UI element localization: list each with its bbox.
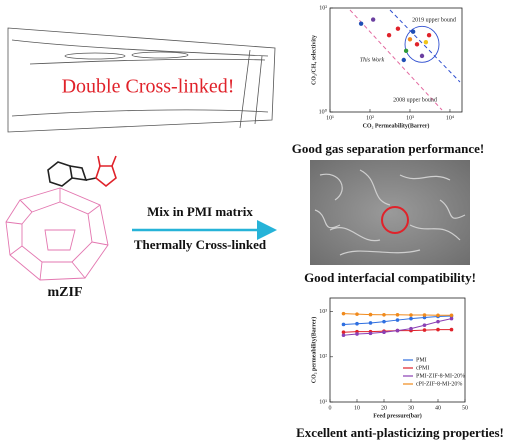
plot-frame: [329, 297, 466, 403]
legend-label: cPI-ZIF-8-MI-20%: [416, 381, 462, 387]
marker: [422, 315, 427, 320]
point: [401, 57, 406, 63]
x-axis-label: Feed pressure(bar): [373, 412, 422, 419]
marker: [382, 330, 386, 335]
molecule: [47, 155, 117, 188]
cage-label: mZIF: [48, 285, 83, 300]
annotation: 2019 upper bound: [412, 17, 456, 23]
annotation: This Work: [360, 57, 385, 63]
marker: [395, 312, 400, 317]
y-tick-label: 10⁰: [319, 108, 328, 115]
marker: [355, 332, 359, 336]
marker: [395, 328, 400, 333]
y-axis-label: CO₂ permeability(Barrer): [310, 317, 317, 384]
sem-image: [310, 160, 470, 265]
annotation: 2008 upper bound: [393, 97, 437, 103]
marker: [382, 312, 386, 317]
y-tick-label: 10¹: [319, 399, 327, 405]
x-tick-label: 10¹: [326, 115, 334, 121]
point: [370, 17, 376, 22]
arrow-top-label: Mix in PMI matrix: [147, 204, 253, 219]
marker: [341, 322, 346, 327]
marker: [409, 313, 413, 317]
point: [410, 29, 416, 34]
bound-line: [389, 9, 461, 83]
x-tick-label: 10²: [366, 115, 374, 121]
y-axis-label: CO₂/CH₄ selectivity: [311, 35, 317, 85]
marker: [436, 319, 440, 324]
x-tick-label: 0: [329, 405, 332, 411]
point: [407, 37, 413, 42]
marker: [341, 311, 346, 316]
marker: [449, 316, 454, 321]
marker: [395, 318, 400, 322]
marker: [382, 319, 386, 324]
marker: [355, 312, 359, 316]
x-tick-label: 10: [354, 405, 360, 411]
marker: [409, 316, 413, 321]
marker: [368, 321, 373, 325]
x-tick-label: 20: [381, 405, 387, 411]
caption: Excellent anti-plasticizing properties!: [296, 425, 504, 440]
banner-text: Double Cross-linked!: [62, 76, 235, 98]
y-tick-label: 10²: [319, 5, 327, 11]
point: [386, 32, 392, 38]
x-axis-label: CO₂ Permeability(Barrer): [363, 122, 430, 129]
x-tick-label: 30: [408, 405, 414, 411]
marker: [436, 313, 440, 318]
point: [414, 42, 420, 47]
point: [423, 39, 429, 45]
marker: [422, 313, 427, 317]
marker: [368, 331, 373, 336]
arrow-bottom-label: Thermally Cross-linked: [134, 237, 267, 252]
x-tick-label: 10⁴: [446, 115, 454, 121]
cage: [5, 187, 109, 281]
marker: [368, 312, 373, 317]
point: [358, 21, 364, 26]
marker: [422, 323, 427, 328]
plot-frame: [329, 7, 463, 113]
marker: [422, 328, 427, 332]
legend-label: cPMI: [416, 365, 429, 371]
marker: [436, 327, 440, 332]
marker: [409, 326, 413, 331]
point: [426, 32, 432, 38]
x-tick-label: 40: [435, 405, 441, 411]
y-tick-label: 10³: [319, 309, 327, 315]
marker: [341, 333, 346, 338]
membrane-sketch: [7, 27, 276, 133]
point: [419, 53, 425, 59]
y-tick-label: 10²: [319, 354, 327, 360]
marker: [355, 321, 359, 326]
x-tick-label: 50: [462, 405, 468, 411]
legend-label: PMI: [416, 357, 427, 363]
marker: [449, 313, 454, 318]
caption: Good gas separation performance!: [292, 141, 484, 156]
marker: [449, 327, 454, 332]
marker: [341, 330, 346, 335]
x-tick-label: 10³: [406, 115, 414, 121]
highlight: [404, 25, 440, 63]
legend-label: PMI-ZIF-8-MI-20%: [416, 373, 465, 379]
point: [395, 26, 401, 31]
bound-line: [349, 9, 443, 111]
point: [403, 48, 409, 54]
caption: Good interfacial compatibility!: [304, 270, 476, 285]
